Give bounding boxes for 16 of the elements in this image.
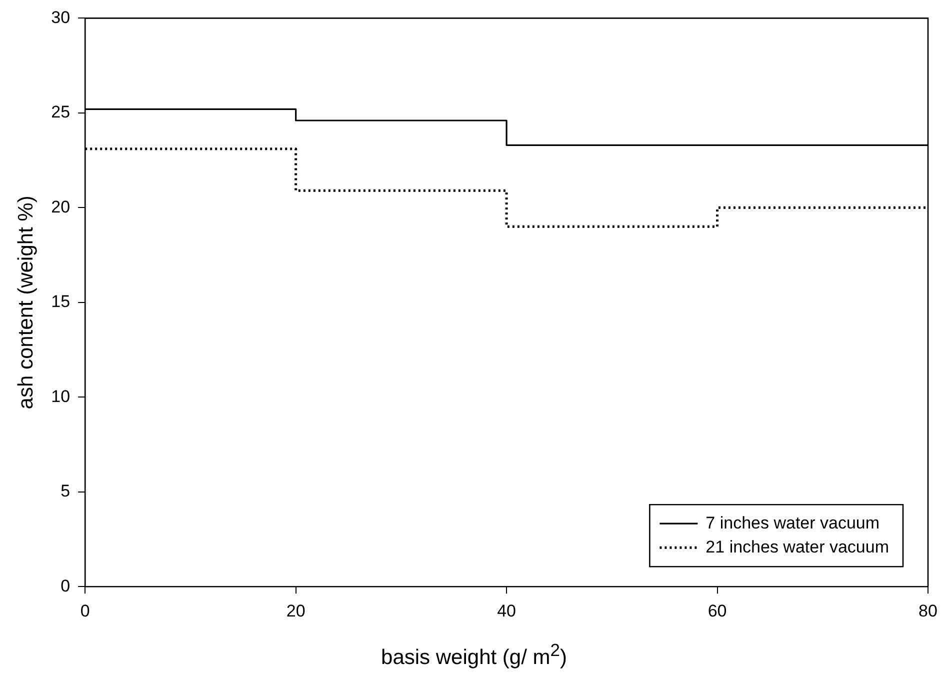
legend-label: 21 inches water vacuum (706, 537, 890, 556)
x-axis-title: basis weight (g/ m$^{2}$) (380, 640, 568, 670)
y-tick-label: 10 (51, 386, 70, 406)
y-axis-title: ash content (weight %) (14, 196, 38, 410)
x-tick-label: 80 (918, 601, 938, 620)
y-tick-label: 20 (51, 197, 70, 216)
y-tick-label: 15 (51, 292, 70, 312)
y-tick-label: 5 (60, 482, 70, 501)
x-tick-label: 40 (497, 601, 516, 620)
y-tick-label: 0 (60, 576, 70, 596)
legend-label: 7 inches water vacuum (706, 513, 880, 532)
x-tick-label: 0 (80, 601, 90, 620)
x-tick-label: 20 (286, 601, 306, 620)
y-tick-label: 25 (51, 102, 70, 122)
x-tick-label: 60 (708, 601, 727, 620)
y-tick-label: 30 (51, 8, 70, 27)
